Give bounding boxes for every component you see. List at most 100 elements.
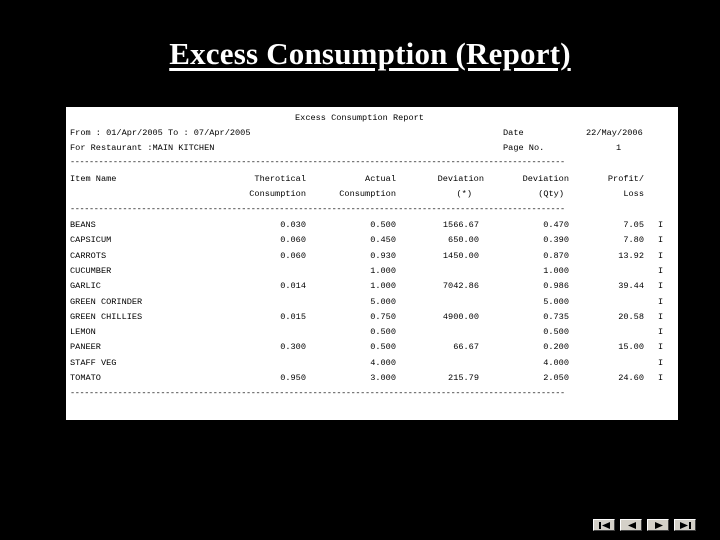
header-deviation-pct: Deviation [437, 174, 484, 184]
cell-item-name: GREEN CHILLIES [70, 311, 143, 322]
first-slide-button[interactable] [593, 519, 615, 531]
report-image: Excess Consumption Report From : 01/Apr/… [66, 107, 678, 420]
table-row: LEMON 0.500 0.500 I [66, 325, 678, 340]
cell-actual: 0.930 [370, 250, 396, 261]
cell-flag: I [658, 235, 664, 246]
cell-deviation-qty: 5.000 [543, 296, 569, 307]
cell-profit: 7.80 [623, 235, 644, 246]
cell-deviation-qty: 0.390 [543, 235, 569, 246]
cell-actual: 0.500 [370, 342, 396, 353]
cell-flag: I [658, 281, 664, 292]
cell-deviation-qty: 0.735 [543, 311, 569, 322]
cell-flag: I [658, 327, 664, 338]
cell-profit: 15.00 [618, 342, 644, 353]
last-slide-button[interactable] [674, 519, 696, 531]
cell-theoretical: 0.060 [280, 235, 306, 246]
page-number: 1 [616, 143, 622, 153]
cell-actual: 4.000 [370, 357, 396, 368]
header-actual-sub: Consumption [339, 189, 396, 199]
table-row: BEANS 0.030 0.500 1566.67 0.470 7.05 I [66, 218, 678, 233]
table-row: GARLIC 0.014 1.000 7042.86 0.986 39.44 I [66, 279, 678, 294]
table-row: CUCUMBER 1.000 1.000 I [66, 264, 678, 279]
header-item-name: Item Name [70, 174, 117, 184]
cell-deviation-pct: 1566.67 [442, 220, 479, 230]
cell-actual: 0.500 [370, 220, 396, 230]
header-deviation-pct-sub: (*) [456, 189, 472, 199]
cell-actual: 0.450 [370, 235, 396, 246]
cell-profit: 13.92 [618, 250, 644, 261]
cell-item-name: GARLIC [70, 281, 101, 292]
table-row: CAPSICUM 0.060 0.450 650.00 0.390 7.80 I [66, 233, 678, 248]
cell-deviation-pct: 4900.00 [442, 311, 479, 322]
report-meta-line-2: For Restaurant :MAIN KITCHEN Page No. 1 [66, 141, 678, 156]
slide-title: Excess Consumption (Report) [169, 36, 571, 71]
cell-deviation-pct: 7042.86 [442, 281, 479, 292]
cell-deviation-qty: 1.000 [543, 265, 569, 276]
restaurant-name: For Restaurant :MAIN KITCHEN [70, 143, 215, 153]
cell-item-name: PANEER [70, 342, 101, 353]
cell-profit: 39.44 [618, 281, 644, 292]
cell-flag: I [658, 342, 664, 353]
header-actual: Actual [365, 174, 396, 184]
cell-flag: I [658, 250, 664, 261]
report-meta-line-1: From : 01/Apr/2005 To : 07/Apr/2005 Date… [66, 126, 678, 141]
cell-actual: 1.000 [370, 265, 396, 276]
cell-deviation-pct: 215.79 [448, 373, 479, 383]
date-value: 22/May/2006 [586, 128, 643, 138]
cell-actual: 0.500 [370, 327, 396, 338]
cell-actual: 1.000 [370, 281, 396, 292]
cell-deviation-pct: 66.67 [453, 342, 479, 353]
cell-theoretical: 0.030 [280, 220, 306, 230]
header-theoretical: Therotical [254, 174, 306, 184]
separator-line: ----------------------------------------… [70, 157, 565, 167]
report-title: Excess Consumption Report [295, 113, 424, 123]
cell-theoretical: 0.300 [280, 342, 306, 353]
cell-flag: I [658, 373, 664, 383]
table-header-row-1: Item Name Therotical Actual Deviation De… [66, 172, 678, 187]
next-slide-button[interactable] [647, 519, 669, 531]
cell-theoretical: 0.060 [280, 250, 306, 261]
cell-flag: I [658, 220, 664, 230]
previous-slide-button[interactable] [620, 519, 642, 531]
header-deviation-qty-sub: (Qty) [538, 189, 564, 199]
cell-theoretical: 0.950 [280, 373, 306, 383]
cell-flag: I [658, 311, 664, 322]
table-header-row-2: Consumption Consumption (*) (Qty) Loss [66, 187, 678, 202]
separator-line: ----------------------------------------… [70, 204, 565, 214]
header-profit: Profit/ [607, 174, 644, 184]
page-label: Page No. [503, 143, 545, 153]
cell-deviation-qty: 0.200 [543, 342, 569, 353]
cell-theoretical: 0.015 [280, 311, 306, 322]
cell-deviation-qty: 0.986 [543, 281, 569, 292]
cell-item-name: TOMATO [70, 373, 101, 383]
table-row: GREEN CORINDER 5.000 5.000 I [66, 295, 678, 310]
cell-item-name: STAFF VEG [70, 357, 117, 368]
cell-deviation-qty: 2.050 [543, 373, 569, 383]
cell-actual: 3.000 [370, 373, 396, 383]
report-title-line: Excess Consumption Report [66, 111, 678, 126]
cell-flag: I [658, 296, 664, 307]
table-row: PANEER 0.300 0.500 66.67 0.200 15.00 I [66, 340, 678, 355]
cell-item-name: BEANS [70, 220, 96, 230]
header-profit-sub: Loss [623, 189, 644, 199]
cell-profit: 20.58 [618, 311, 644, 322]
table-row: TOMATO 0.950 3.000 215.79 2.050 24.60 I [66, 371, 678, 386]
cell-actual: 0.750 [370, 311, 396, 322]
date-range: From : 01/Apr/2005 To : 07/Apr/2005 [70, 128, 251, 138]
cell-item-name: LEMON [70, 327, 96, 338]
slide-navigation [593, 519, 696, 531]
cell-deviation-qty: 0.870 [543, 250, 569, 261]
header-theoretical-sub: Consumption [249, 189, 306, 199]
cell-deviation-qty: 4.000 [543, 357, 569, 368]
cell-item-name: CUCUMBER [70, 265, 112, 276]
cell-flag: I [658, 357, 664, 368]
cell-profit: 24.60 [618, 373, 644, 383]
cell-deviation-pct: 1450.00 [442, 250, 479, 261]
cell-item-name: CARROTS [70, 250, 107, 261]
cell-deviation-qty: 0.470 [543, 220, 569, 230]
cell-deviation-qty: 0.500 [543, 327, 569, 338]
cell-item-name: CAPSICUM [70, 235, 112, 246]
header-deviation-qty: Deviation [522, 174, 569, 184]
cell-theoretical: 0.014 [280, 281, 306, 292]
cell-deviation-pct: 650.00 [448, 235, 479, 246]
